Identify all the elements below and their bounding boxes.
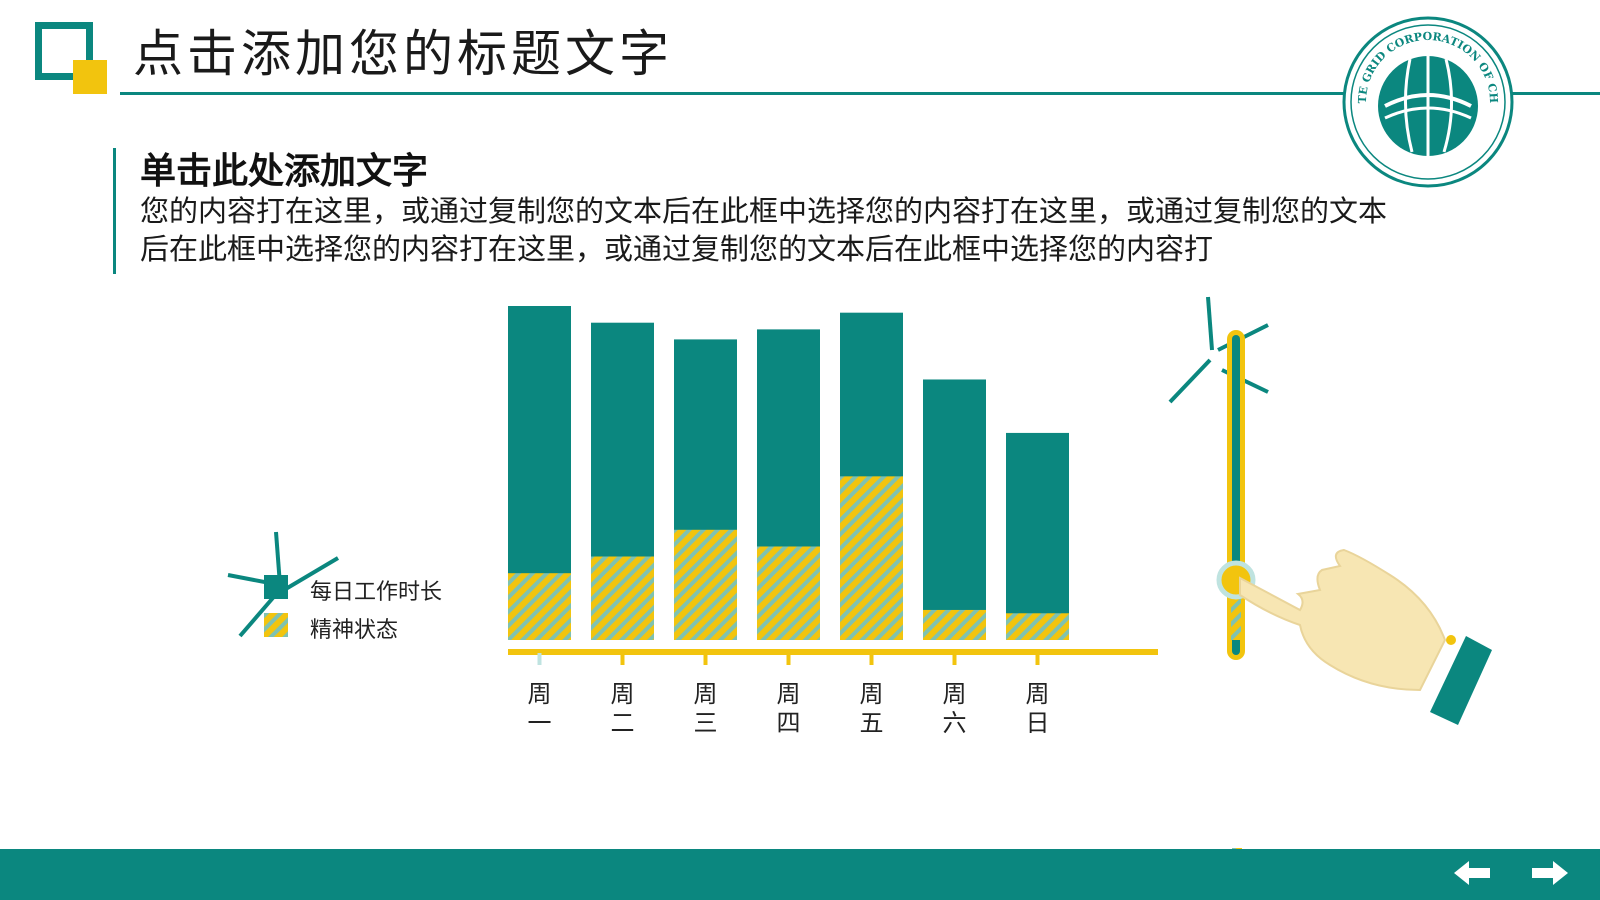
bar-mental-state-5 [840, 476, 903, 640]
section-heading[interactable]: 单击此处添加文字 [140, 151, 429, 192]
x-tick-mark [786, 653, 791, 665]
x-tick-mark [703, 653, 708, 665]
bar-mental-state-7 [1006, 613, 1069, 640]
title-decoration-fill [73, 60, 107, 94]
x-tick-mark [1035, 653, 1040, 665]
x-tick-label: 周六 [942, 680, 967, 737]
bar-mental-state-1 [508, 573, 571, 640]
body-paragraph[interactable]: 您的内容打在这里，或通过复制您的文本后在此框中选择您的内容打在这里，或通过复制您… [140, 194, 1388, 266]
arrow-left-icon[interactable] [1452, 858, 1492, 888]
bar-mental-state-3 [674, 529, 737, 640]
page-title[interactable]: 点击添加您的标题文字 [133, 25, 673, 83]
x-tick-label: 周五 [859, 680, 884, 737]
x-tick-label: 周三 [693, 680, 718, 737]
legend-swatch-work-hours [264, 575, 288, 599]
x-tick-label: 周二 [610, 680, 635, 737]
x-tick-mark [620, 653, 625, 665]
bar-mental-state-6 [923, 609, 986, 640]
arrow-right-icon[interactable] [1530, 858, 1570, 888]
x-tick-label: 周一 [527, 680, 552, 737]
x-tick-mark [952, 653, 957, 665]
pointing-hand-icon [1239, 548, 1492, 725]
x-tick-label: 周四 [776, 680, 801, 737]
x-axis [508, 649, 1158, 655]
footer-bar [0, 849, 1600, 900]
bar-mental-state-2 [591, 556, 654, 640]
title-divider [120, 92, 1600, 95]
legend-label-work-hours: 每日工作时长 [310, 580, 443, 605]
legend-swatch-mental-state [264, 613, 288, 637]
legend-label-mental-state: 精神状态 [310, 618, 399, 643]
bar-work-hours-7 [1006, 432, 1069, 640]
state-grid-logo: STATE GRID CORPORATION OF CHINA [1340, 14, 1514, 188]
x-tick-label: 周日 [1025, 680, 1050, 737]
text-block-accent [113, 148, 116, 274]
bar-mental-state-4 [757, 546, 820, 640]
title-decoration-outline [35, 22, 93, 80]
x-tick-mark [869, 653, 874, 665]
x-tick-mark [537, 653, 542, 665]
bar-work-hours-6 [923, 379, 986, 640]
